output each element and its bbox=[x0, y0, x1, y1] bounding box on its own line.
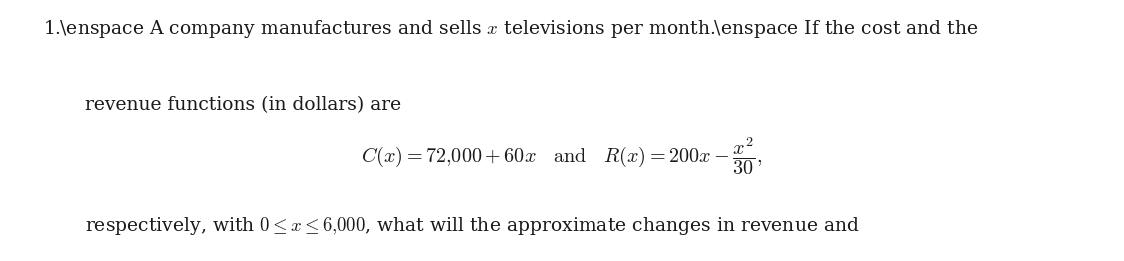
Text: $C(x) = 72{,}000 + 60x \quad \text{and} \quad R(x) = 200x - \dfrac{x^2}{30},$: $C(x) = 72{,}000 + 60x \quad \text{and} … bbox=[361, 136, 763, 177]
Text: 1.\enspace A company manufactures and sells $x$ televisions per month.\enspace I: 1.\enspace A company manufactures and se… bbox=[43, 18, 978, 40]
Text: revenue functions (in dollars) are: revenue functions (in dollars) are bbox=[85, 97, 401, 115]
Text: respectively, with $0 \leq x \leq 6{,}000$, what will the approximate changes in: respectively, with $0 \leq x \leq 6{,}00… bbox=[85, 215, 860, 237]
